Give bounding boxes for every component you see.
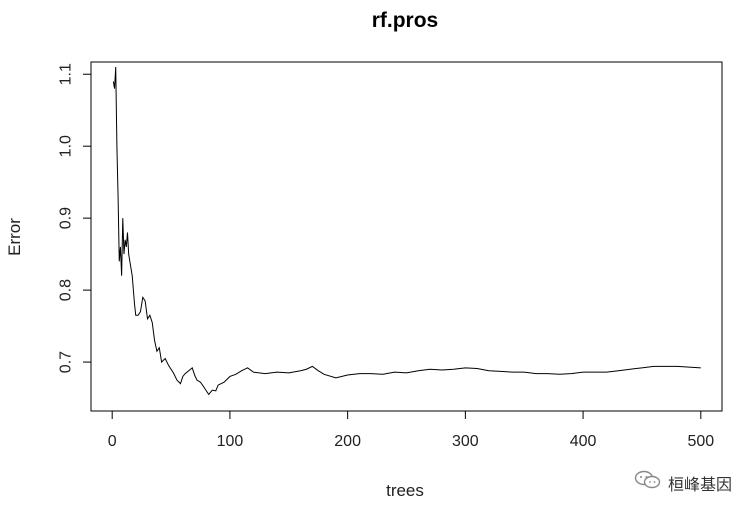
chart-title: rf.pros [372, 9, 439, 32]
y-tick-label: 0.7 [58, 351, 75, 373]
x-tick-label: 400 [570, 433, 597, 450]
y-tick-label: 0.9 [58, 207, 75, 229]
x-axis: 0 100 200 300 400 500 [108, 410, 714, 450]
x-tick-label: 0 [108, 433, 117, 450]
x-tick-label: 100 [217, 433, 244, 450]
watermark: 桓峰基因 [634, 470, 732, 495]
error-line [112, 67, 701, 396]
y-axis: 0.7 0.8 0.9 1.0 1.1 [58, 63, 92, 373]
x-tick-label: 200 [334, 433, 361, 450]
x-axis-label: trees [386, 481, 424, 500]
y-axis-label: Error [5, 218, 24, 256]
y-tick-label: 1.0 [58, 135, 75, 157]
wechat-icon [634, 470, 662, 495]
y-tick-label: 1.1 [58, 63, 75, 85]
y-tick-label: 0.8 [58, 279, 75, 301]
x-tick-label: 500 [687, 433, 714, 450]
x-tick-label: 300 [452, 433, 479, 450]
plot-frame [90, 61, 723, 412]
watermark-text: 桓峰基因 [667, 474, 732, 494]
